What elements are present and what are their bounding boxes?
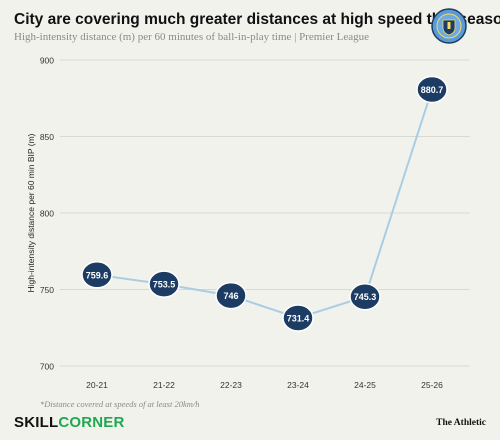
skillcorner-logo-part2: CORNER [58, 414, 125, 431]
footnote: *Distance covered at speeds of at least … [40, 399, 200, 409]
chart-subtitle: High-intensity distance (m) per 60 minut… [14, 31, 370, 43]
x-tick-label-22-23: 22-23 [220, 380, 242, 390]
data-point-21-22 [148, 270, 180, 298]
data-label-25-26: 880.7 [421, 85, 444, 95]
x-tick-label-24-25: 24-25 [354, 380, 376, 390]
x-tick-label-23-24: 23-24 [287, 380, 309, 390]
skillcorner-logo-part1: SKILL [14, 414, 59, 431]
data-point-22-23 [215, 281, 247, 310]
data-point-23-24 [282, 304, 314, 332]
data-label-20-21: 759.6 [86, 270, 109, 280]
data-label-24-25: 745.3 [354, 292, 377, 302]
data-point-20-21 [81, 261, 113, 289]
data-point-24-25 [349, 282, 381, 311]
series-line [96, 89, 433, 320]
x-tick-label-25-26: 25-26 [421, 380, 443, 390]
the-athletic-logo: The Athletic [436, 418, 486, 428]
skillcorner-logo: SKILLCORNER [14, 414, 125, 431]
data-label-23-24: 731.4 [287, 313, 310, 323]
data-label-21-22: 753.5 [153, 280, 176, 290]
y-tick-label-700: 700 [40, 362, 54, 372]
manchester-city-crest-icon [431, 8, 467, 44]
x-tick-label-20-21: 20-21 [86, 380, 108, 390]
chart-title: City are covering much greater distances… [14, 11, 500, 28]
data-label-22-23: 746 [223, 291, 238, 301]
y-tick-label-800: 800 [40, 209, 54, 219]
x-tick-label-21-22: 21-22 [153, 380, 175, 390]
y-tick-label-750: 750 [40, 285, 54, 295]
y-tick-label-900: 900 [40, 56, 54, 66]
y-tick-label-850: 850 [40, 132, 54, 142]
y-axis-label: High-intensity distance per 60 min BIP (… [26, 133, 36, 292]
data-point-25-26 [416, 75, 448, 104]
